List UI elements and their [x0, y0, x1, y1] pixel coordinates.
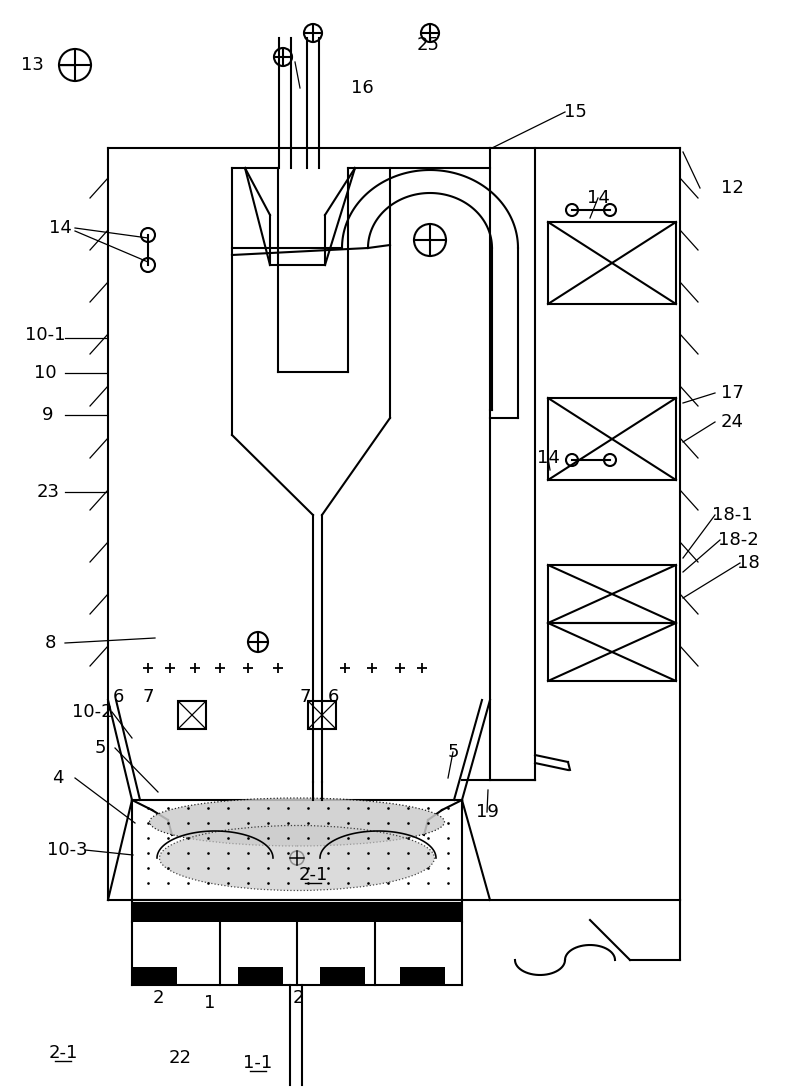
Text: 10-2: 10-2 — [72, 703, 112, 721]
Text: 19: 19 — [475, 803, 498, 822]
Text: 4: 4 — [52, 769, 64, 787]
Bar — [132, 902, 462, 922]
Text: 6: 6 — [327, 688, 338, 706]
Text: 25: 25 — [417, 36, 439, 53]
Text: 24: 24 — [721, 413, 743, 431]
Text: 17: 17 — [721, 384, 743, 401]
Text: 22: 22 — [169, 1050, 191, 1067]
Bar — [400, 967, 445, 985]
Bar — [320, 967, 365, 985]
Text: 14: 14 — [586, 189, 610, 207]
Text: 1: 1 — [204, 994, 216, 1012]
Ellipse shape — [150, 798, 445, 846]
Text: 23: 23 — [37, 483, 59, 501]
Text: 8: 8 — [44, 634, 56, 652]
Bar — [548, 398, 676, 480]
Bar — [548, 623, 676, 681]
Text: 14: 14 — [537, 449, 559, 467]
Bar — [132, 967, 177, 985]
Text: 5: 5 — [447, 743, 458, 762]
Text: 15: 15 — [563, 103, 586, 121]
Text: 10: 10 — [34, 364, 56, 382]
Text: 12: 12 — [721, 179, 743, 197]
Text: 5: 5 — [94, 739, 106, 757]
Text: 18-1: 18-1 — [712, 506, 752, 524]
Text: 9: 9 — [42, 406, 54, 424]
Ellipse shape — [159, 826, 434, 890]
Bar — [548, 221, 676, 304]
Text: 10-3: 10-3 — [46, 841, 87, 859]
Text: 2: 2 — [152, 990, 164, 1007]
Bar — [548, 565, 676, 623]
Bar — [308, 702, 336, 729]
Text: 7: 7 — [142, 688, 154, 706]
Text: 2-1: 2-1 — [298, 866, 328, 884]
Text: 7: 7 — [299, 688, 310, 706]
Text: 14: 14 — [49, 219, 71, 237]
Text: 6: 6 — [112, 688, 124, 706]
Text: 18: 18 — [737, 554, 759, 572]
Bar — [238, 967, 283, 985]
Text: 10-1: 10-1 — [25, 326, 66, 344]
Text: 16: 16 — [350, 79, 374, 97]
Text: 1-1: 1-1 — [243, 1054, 273, 1072]
Text: 2: 2 — [292, 990, 304, 1007]
Text: 18-2: 18-2 — [718, 531, 758, 549]
Text: 13: 13 — [21, 56, 43, 74]
Bar — [178, 702, 206, 729]
Text: 2-1: 2-1 — [48, 1044, 78, 1062]
